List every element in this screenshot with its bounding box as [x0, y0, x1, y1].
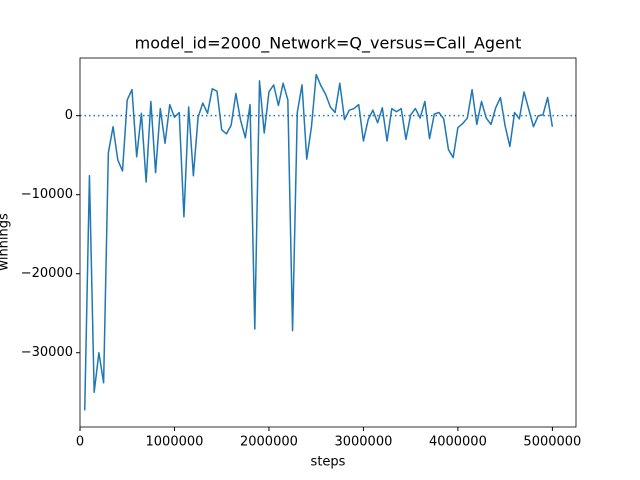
x-tick-label: 3000000: [334, 435, 392, 450]
y-tick-label: −10000: [21, 187, 73, 202]
x-tick-label: 1000000: [146, 435, 204, 450]
y-tick-label: −20000: [21, 266, 73, 281]
data-line: [83, 73, 554, 411]
x-tick-label: 0: [76, 435, 84, 450]
chart-title: model_id=2000_Network=Q_versus=Call_Agen…: [135, 34, 522, 54]
y-tick-label: −30000: [21, 345, 73, 360]
x-tick-label: 5000000: [523, 435, 581, 450]
plot-frame: [79, 57, 577, 428]
y-axis-label: winnings: [0, 213, 12, 271]
x-tick-label: 2000000: [240, 435, 298, 450]
y-tick-label: 0: [65, 108, 73, 123]
x-axis-label: steps: [311, 455, 346, 470]
x-tick-label: 4000000: [429, 435, 487, 450]
